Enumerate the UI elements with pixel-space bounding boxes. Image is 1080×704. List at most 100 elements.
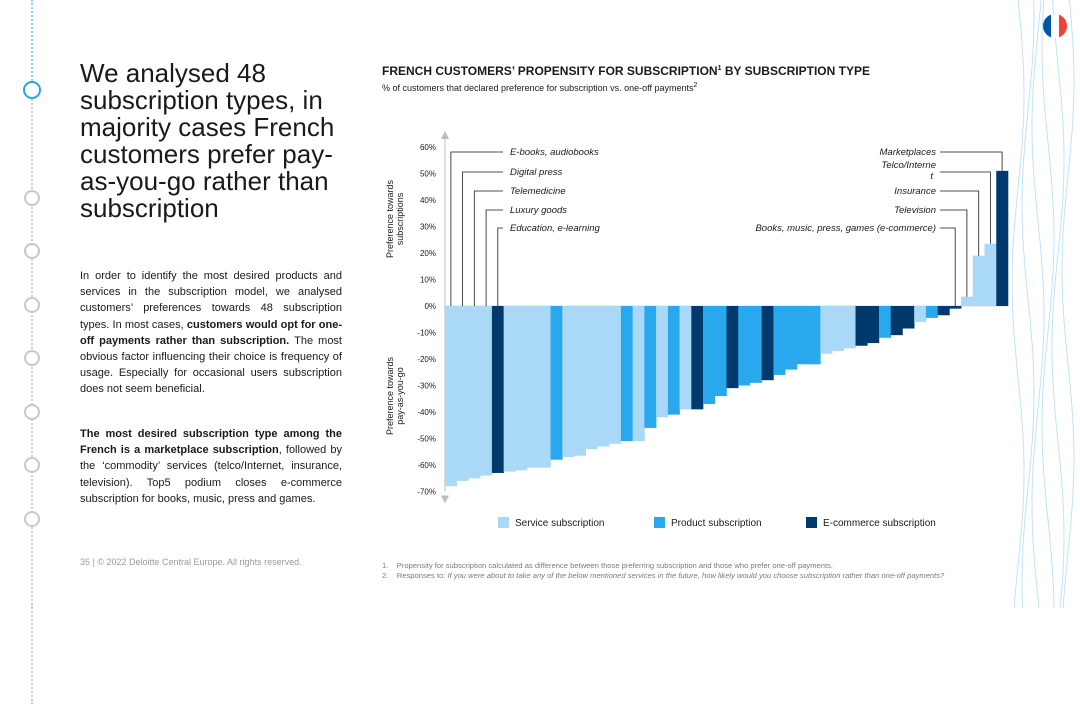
annotation-label-wrap: t [930, 171, 933, 182]
bar [691, 306, 704, 410]
bar [550, 306, 563, 460]
legend-swatch-product [654, 517, 665, 528]
y-tick-label: 50% [420, 170, 436, 179]
timeline-dot[interactable] [24, 190, 40, 206]
annotation-leader [940, 209, 968, 297]
wave-decoration [1012, 0, 1075, 608]
bar [820, 306, 833, 354]
annotation-label: Insurance [894, 186, 936, 197]
footnote-2: 2. Responses to: If you were about to ta… [382, 571, 944, 580]
y-tick-label: -10% [417, 329, 436, 338]
chart-subtitle-sup: 2 [693, 82, 698, 89]
bar [796, 306, 809, 365]
timeline-line-lower [31, 96, 33, 704]
y-tick-label: -40% [417, 408, 436, 417]
annotation-label: Digital press [510, 167, 563, 178]
footnote-2-prefix: Responses to: [396, 571, 448, 580]
footnote-1-num: 1. [382, 561, 389, 570]
timeline-dot[interactable] [24, 350, 40, 366]
timeline-dot-active[interactable] [23, 81, 41, 99]
legend-product: Product subscription [654, 517, 762, 529]
bar [925, 306, 938, 318]
bar [503, 306, 516, 472]
bar [867, 306, 880, 344]
bar [902, 306, 915, 329]
legend-ecommerce: E-commerce subscription [806, 517, 936, 529]
legend-label-service: Service subscription [515, 518, 605, 529]
bar [832, 306, 845, 352]
bar [808, 306, 821, 365]
bar [456, 306, 469, 481]
bar [984, 243, 997, 306]
annotation-leader [497, 227, 503, 306]
footnote-1: 1. Propensity for subscription calculate… [382, 561, 833, 570]
bar [445, 306, 458, 487]
y-tick-label: -50% [417, 435, 436, 444]
bar [656, 306, 669, 418]
y-tick-label: 30% [420, 223, 436, 232]
y-tick-label: -60% [417, 461, 436, 470]
flag-stripe-white [1051, 14, 1059, 38]
intro-bold: customers would opt for one-off payments… [80, 318, 342, 347]
y-axis-arrow-up-icon [441, 131, 449, 139]
france-flag-icon [1043, 14, 1067, 38]
chart-title-text: FRENCH CUSTOMERS’ PROPENSITY FOR SUBSCRI… [382, 64, 718, 78]
page-title: We analysed 48 subscription types, in ma… [80, 58, 335, 223]
wave-line [1012, 0, 1025, 608]
y-tick-label: 20% [420, 249, 436, 258]
annotation-leader [940, 227, 956, 306]
annotation-label: Telemedicine [510, 186, 566, 197]
bar [972, 255, 985, 306]
bar [632, 306, 645, 442]
chart-title-sup: 1 [717, 65, 722, 72]
timeline-dot[interactable] [24, 243, 40, 259]
page-footer: 35 | © 2022 Deloitte Central Europe. All… [80, 557, 302, 567]
bar [996, 170, 1009, 306]
annotation-label: E-books, audiobooks [510, 147, 599, 158]
wave-line [1041, 0, 1055, 608]
bar [562, 306, 575, 458]
bar [961, 296, 974, 306]
bar [468, 306, 481, 479]
annotation-leader [473, 190, 503, 306]
bar [773, 306, 786, 375]
bar [574, 306, 587, 456]
bar [749, 306, 762, 383]
wave-line [1031, 0, 1045, 608]
bar [491, 306, 504, 473]
legend-label-ecommerce: E-commerce subscription [823, 518, 936, 529]
bar [761, 306, 774, 381]
bar [609, 306, 622, 444]
timeline-dot[interactable] [24, 511, 40, 527]
bar [480, 306, 493, 476]
timeline-dot[interactable] [24, 457, 40, 473]
bar [878, 306, 892, 338]
annotation-label: Education, e-learning [510, 223, 600, 234]
bar [527, 306, 540, 468]
annotation-leader [940, 171, 991, 244]
wave-line [1051, 0, 1065, 608]
intro-paragraph: In order to identify the most desired pr… [80, 268, 342, 398]
footnote-1-text: Propensity for subscription calculated a… [396, 561, 833, 570]
bar [644, 306, 657, 428]
timeline-dot[interactable] [24, 404, 40, 420]
ylabel-subscriptions: Preference towardssubscriptions [385, 179, 405, 258]
ylabel-subscriptions-line: Preference towards [385, 179, 395, 258]
bar [703, 306, 716, 405]
annotation-leader [485, 209, 503, 306]
bar [585, 306, 598, 450]
bar [843, 306, 856, 349]
annotation-leader [450, 151, 503, 306]
annotation-leader [940, 151, 1003, 171]
y-tick-label: -20% [417, 355, 436, 364]
chart-title-end: BY SUBSCRIPTION TYPE [721, 64, 870, 78]
bar [785, 306, 798, 370]
bar [597, 306, 610, 447]
chart-subtitle-text: % of customers that declared preference … [382, 83, 694, 93]
annotation-label: Telco/Interne [881, 160, 936, 171]
bar [726, 306, 739, 389]
timeline-dot[interactable] [24, 297, 40, 313]
annotation-label: Luxury goods [510, 205, 567, 216]
legend-swatch-service [498, 517, 509, 528]
footnote-2-question: If you were about to take any of the bel… [447, 571, 945, 580]
